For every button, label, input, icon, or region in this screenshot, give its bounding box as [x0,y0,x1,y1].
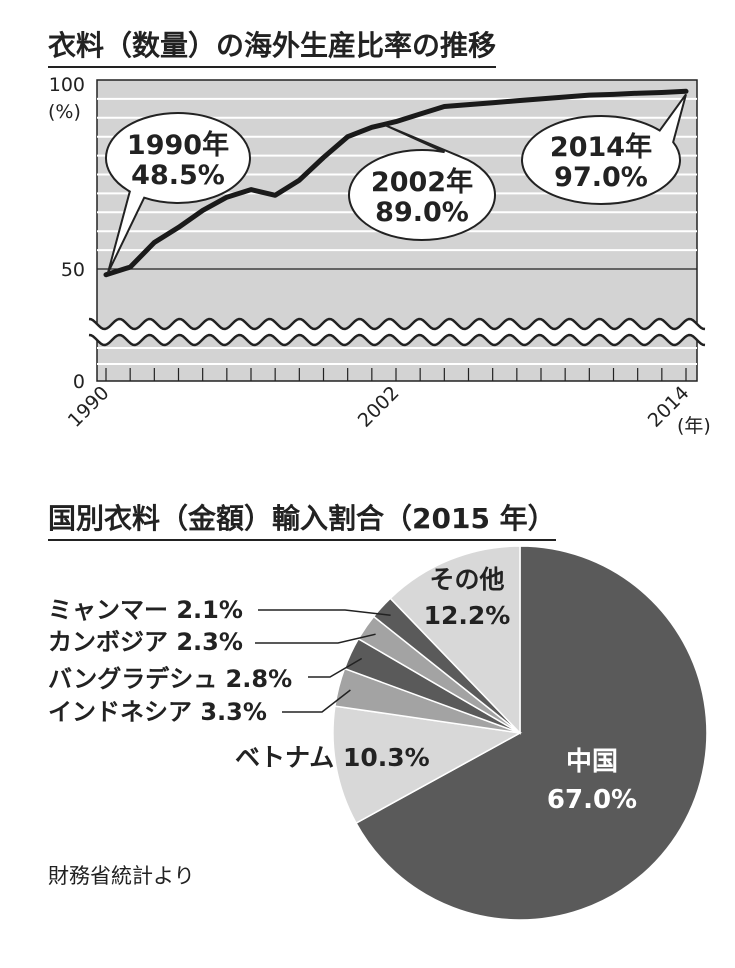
pie-label-china-value: 67.0% [547,785,637,815]
leader-line-indonesia [282,689,351,713]
pie-label-other-value: 12.2% [424,601,511,630]
pie-label-bangladesh: バングラデシュ 2.8% [48,665,292,693]
leader-line-cambodia [255,633,376,644]
y-axis-unit: (%) [48,101,81,123]
pie-chart-title-underline [48,539,556,541]
x-axis-unit: (年) [677,415,711,437]
y-tick-label: 100 [49,74,85,96]
leader-line-bangladesh [308,657,363,678]
pie-slice [389,545,521,735]
axis-break-line [88,317,706,331]
y-tick-label: 0 [73,371,85,393]
pie-chart-title-text: 国別衣料（金額）輸入割合（2015 年） [48,502,556,535]
pie-label-other-name: その他 [429,565,504,594]
axis-break-line [88,333,706,347]
x-tick-label: 1990 [64,382,114,432]
callout-value: 89.0% [375,197,469,228]
x-tick-label: 2002 [354,382,404,432]
pie-label-china-name: 中国 [566,747,618,777]
pie-chart-title: 国別衣料（金額）輸入割合（2015 年） [48,497,556,541]
callout-value: 48.5% [131,160,225,191]
callout-year: 2014年 [550,131,652,163]
line-chart-title: 衣料（数量）の海外生産比率の推移 [48,24,497,68]
callout-bubble [105,112,251,274]
callout-bubble [348,124,496,241]
callout-value: 97.0% [554,162,648,193]
pie-label-cambodia: カンボジア 2.3% [48,628,243,656]
pie-slice [355,545,708,921]
pie-label-indonesia: インドネシア 3.3% [48,698,267,726]
callout-year: 1990年 [127,129,229,161]
callout-bubble [521,93,687,205]
axis-break-band [89,319,705,345]
line-chart-title-text: 衣料（数量）の海外生産比率の推移 [48,29,497,62]
leader-line-myanmar [258,609,391,616]
pie-label-myanmar: ミャンマー 2.1% [48,596,243,624]
callout-year: 2002年 [371,166,473,198]
data-line-series [103,88,689,278]
pie-slice [332,705,523,825]
y-tick-label: 50 [61,259,85,281]
pie-label-vietnam: ベトナム 10.3% [235,743,430,772]
line-chart-title-underline [48,66,497,68]
source-note: 財務省統計より [48,864,195,888]
